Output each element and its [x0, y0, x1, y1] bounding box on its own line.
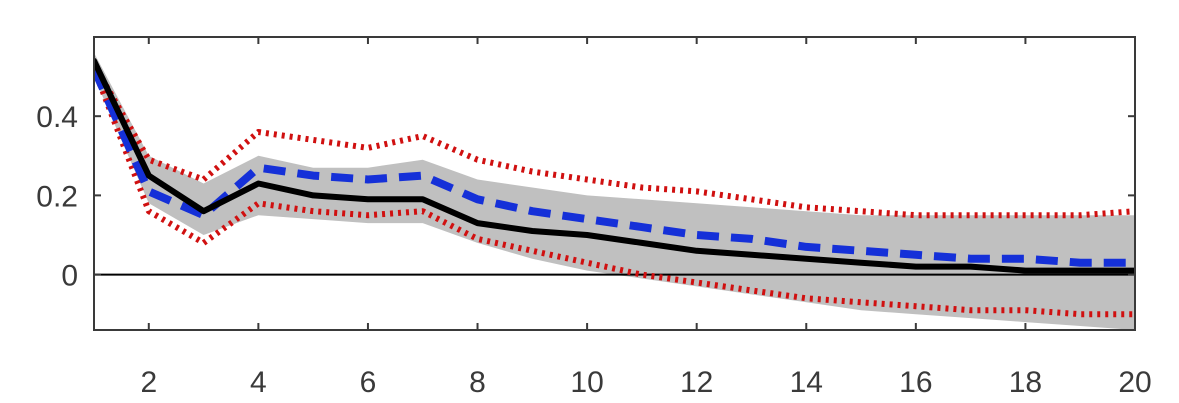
- x-tick-label: 18: [1009, 366, 1042, 399]
- solid-line-4: [94, 57, 1135, 274]
- dotted-bound-line-1: [94, 63, 1135, 219]
- plot-frame: [93, 36, 1136, 331]
- series-lines: [94, 57, 1135, 318]
- x-tick-label: 10: [570, 366, 603, 399]
- confidence-band: [94, 52, 1135, 330]
- x-tick-label: 14: [790, 366, 823, 399]
- x-tick-label: 6: [360, 366, 377, 399]
- dashed-line-3: [94, 67, 1135, 267]
- x-tick-label: 8: [469, 366, 486, 399]
- y-tick-label: 0.2: [36, 180, 78, 213]
- x-tick-label: 4: [250, 366, 267, 399]
- x-axis-tick-labels: 2 4 6 8 10 12 14 16 18 20: [140, 366, 1151, 399]
- x-tick-label: 20: [1118, 366, 1151, 399]
- y-tick-label: 0.4: [36, 101, 78, 134]
- y-axis-tick-labels: 0 0.2 0.4: [36, 101, 78, 292]
- axis-ticks: [94, 37, 1136, 330]
- dotted-bound-line-2: [94, 67, 1135, 318]
- x-tick-label: 12: [680, 366, 713, 399]
- confidence-band-area: [94, 52, 1135, 330]
- x-tick-label: 2: [140, 366, 157, 399]
- x-tick-label: 16: [899, 366, 932, 399]
- y-tick-label: 0: [61, 260, 78, 293]
